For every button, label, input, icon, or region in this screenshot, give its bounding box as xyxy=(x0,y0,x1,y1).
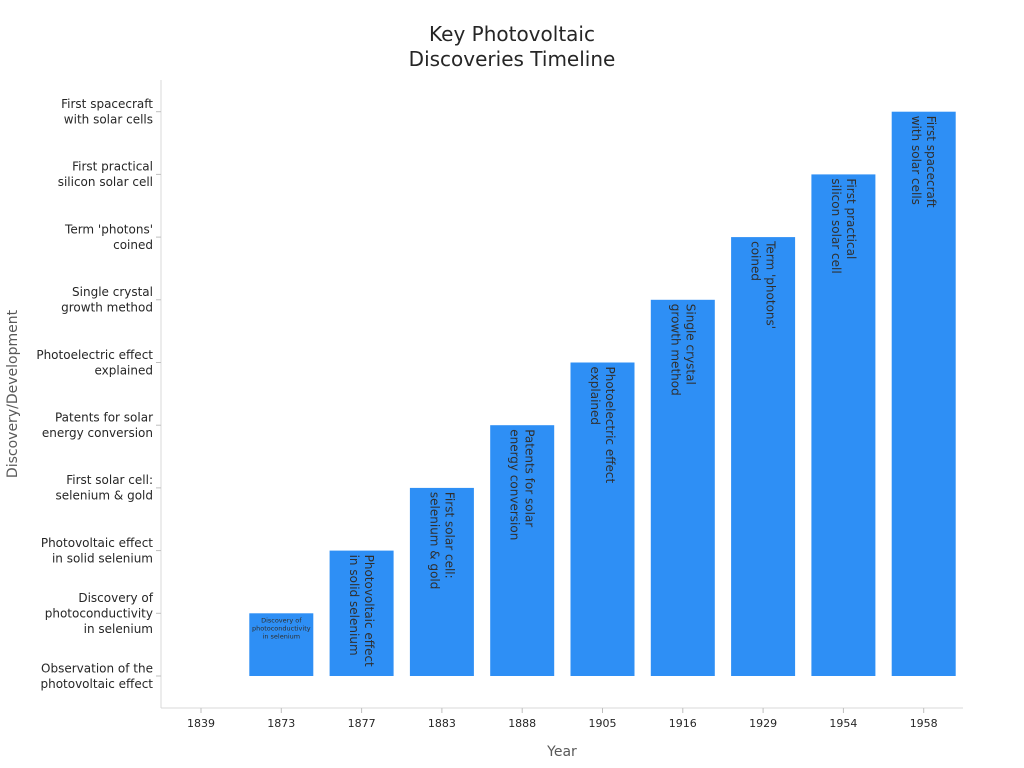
y-tick-label: Photovoltaic effect in solid selenium xyxy=(41,536,153,566)
x-tick-label-1873: 1873 xyxy=(267,717,295,730)
chart-title-line-1: Key Photovoltaic xyxy=(429,22,595,46)
bar-label-1954: First practicalsilicon solar cell xyxy=(829,178,858,273)
bar-1877 xyxy=(329,550,394,676)
x-tick-label-1929: 1929 xyxy=(749,717,777,730)
bar-1916 xyxy=(650,299,715,676)
bar-label-1916: Single crystalgrowth method xyxy=(668,304,697,396)
y-tick-label: Single crystal growth method xyxy=(61,285,153,315)
x-tick-label-1958: 1958 xyxy=(910,717,938,730)
bar-1888 xyxy=(490,425,555,676)
bar-label-1873: Discovery of photoconductivity in selenium xyxy=(252,616,311,640)
y-tick-label: Photoelectric effect explained xyxy=(36,348,153,378)
y-axis-label: Discovery/Development xyxy=(5,309,21,478)
x-tick-label-1839: 1839 xyxy=(187,717,215,730)
bar-label-1958: First spacecraftwith solar cells xyxy=(909,116,938,208)
y-tick-label: First solar cell: selenium & gold xyxy=(56,473,153,503)
bars-group: Discovery of photoconductivity in selenium… xyxy=(249,111,956,676)
bar-label-1905: Photoelectric effectexplained xyxy=(588,367,617,484)
y-tick-label: Observation of the photovoltaic effect xyxy=(40,661,153,691)
x-tick-label-1877: 1877 xyxy=(348,717,376,730)
y-tick-label: Discovery of photoconductivity in selenium xyxy=(45,591,154,636)
chart-title-line-2: Discoveries Timeline xyxy=(409,47,616,71)
x-tick-label-1905: 1905 xyxy=(589,717,617,730)
y-tick-label: First practical silicon solar cell xyxy=(58,160,153,190)
y-tick-label: Term 'photons' coined xyxy=(64,222,153,252)
bar-1954 xyxy=(811,174,876,676)
bar-label-1877: Photovoltaic effectin solid selenium xyxy=(347,555,376,667)
x-tick-label-1883: 1883 xyxy=(428,717,456,730)
y-tick-label: Patents for solar energy conversion xyxy=(42,410,153,440)
bar-1929 xyxy=(731,237,796,676)
y-ticks-group: Observation of the photovoltaic effect Dis… xyxy=(36,97,161,691)
bar-label-1929: Term 'photons'coined xyxy=(749,240,778,329)
x-axis-label: Year xyxy=(546,744,577,760)
bar-1883 xyxy=(409,487,474,676)
x-tick-label-1916: 1916 xyxy=(669,717,697,730)
bar-label-1883: First solar cell:selenium & gold xyxy=(427,492,456,589)
bar-1958 xyxy=(891,111,956,676)
x-ticks-group: 1839 1873 1877 1883 1888 1905 1916 1929 1954 1958 xyxy=(187,708,938,730)
x-tick-label-1888: 1888 xyxy=(508,717,536,730)
y-tick-label: First spacecraft with solar cells xyxy=(61,97,153,127)
x-tick-label-1954: 1954 xyxy=(829,717,857,730)
bar-1905 xyxy=(570,362,635,676)
bar-1873 xyxy=(249,613,314,676)
bar-label-1888: Patents for solarenergy conversion xyxy=(508,429,537,540)
